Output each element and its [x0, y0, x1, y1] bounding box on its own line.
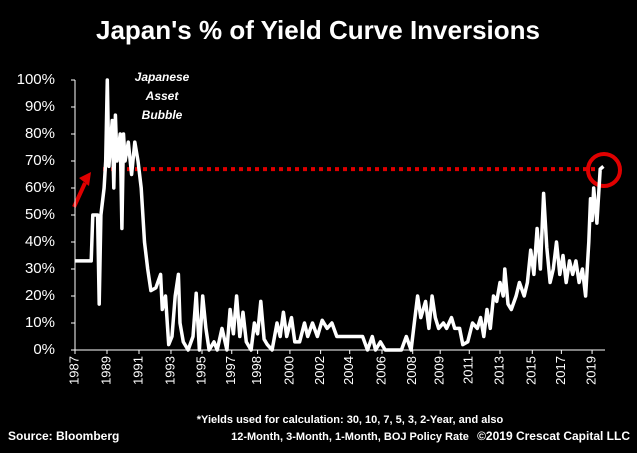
footnote: *Yields used for calculation: 30, 10, 7,… — [197, 414, 504, 426]
x-tick-label: 1997 — [223, 356, 238, 385]
source: Source: Bloomberg — [8, 429, 119, 443]
y-tick-label: 90% — [25, 98, 55, 115]
y-tick-label: 80% — [25, 125, 55, 142]
y-tick-label: 50% — [25, 206, 55, 223]
highlight-circle — [586, 152, 622, 188]
footnote: 12-Month, 3-Month, 1-Month, BOJ Policy R… — [231, 431, 469, 443]
x-tick-label: 1993 — [162, 356, 177, 385]
x-tick-label: 1991 — [130, 356, 145, 385]
x-tick-label: 2011 — [461, 356, 476, 384]
annotation: Japanese Asset Bubble — [135, 70, 190, 122]
x-tick-label: 1995 — [193, 356, 208, 385]
chart-title: Japan's % of Yield Curve Inversions — [96, 15, 540, 45]
x-tick-label: 2015 — [524, 356, 539, 385]
y-tick-label: 10% — [25, 314, 55, 331]
x-tick-label: 2009 — [432, 356, 447, 385]
arrow — [72, 182, 87, 208]
x-tick-label: 1987 — [66, 356, 81, 385]
y-tick-label: 100% — [17, 71, 55, 88]
x-tick-label: 2013 — [491, 356, 506, 385]
x-tick-label: 2019 — [584, 356, 599, 385]
x-tick-label: 2004 — [341, 356, 356, 385]
x-tick-label: 1989 — [98, 356, 113, 385]
x-tick-label: 2006 — [373, 356, 388, 385]
x-tick-label: 2008 — [404, 356, 419, 385]
data-line — [75, 78, 605, 352]
arrow-head — [79, 172, 91, 186]
y-tick-label: 40% — [25, 233, 55, 250]
x-tick-label: 2000 — [281, 356, 296, 385]
y-tick-label: 60% — [25, 179, 55, 196]
y-tick-label: 30% — [25, 260, 55, 277]
y-tick-label: 0% — [33, 341, 55, 358]
x-tick-label: 2002 — [312, 356, 327, 385]
x-tick-label: 2017 — [553, 356, 568, 385]
x-tick-label: 1998 — [249, 356, 264, 385]
y-tick-label: 20% — [25, 287, 55, 304]
copyright: ©2019 Crescat Capital LLC — [477, 429, 630, 443]
y-tick-label: 70% — [25, 152, 55, 169]
